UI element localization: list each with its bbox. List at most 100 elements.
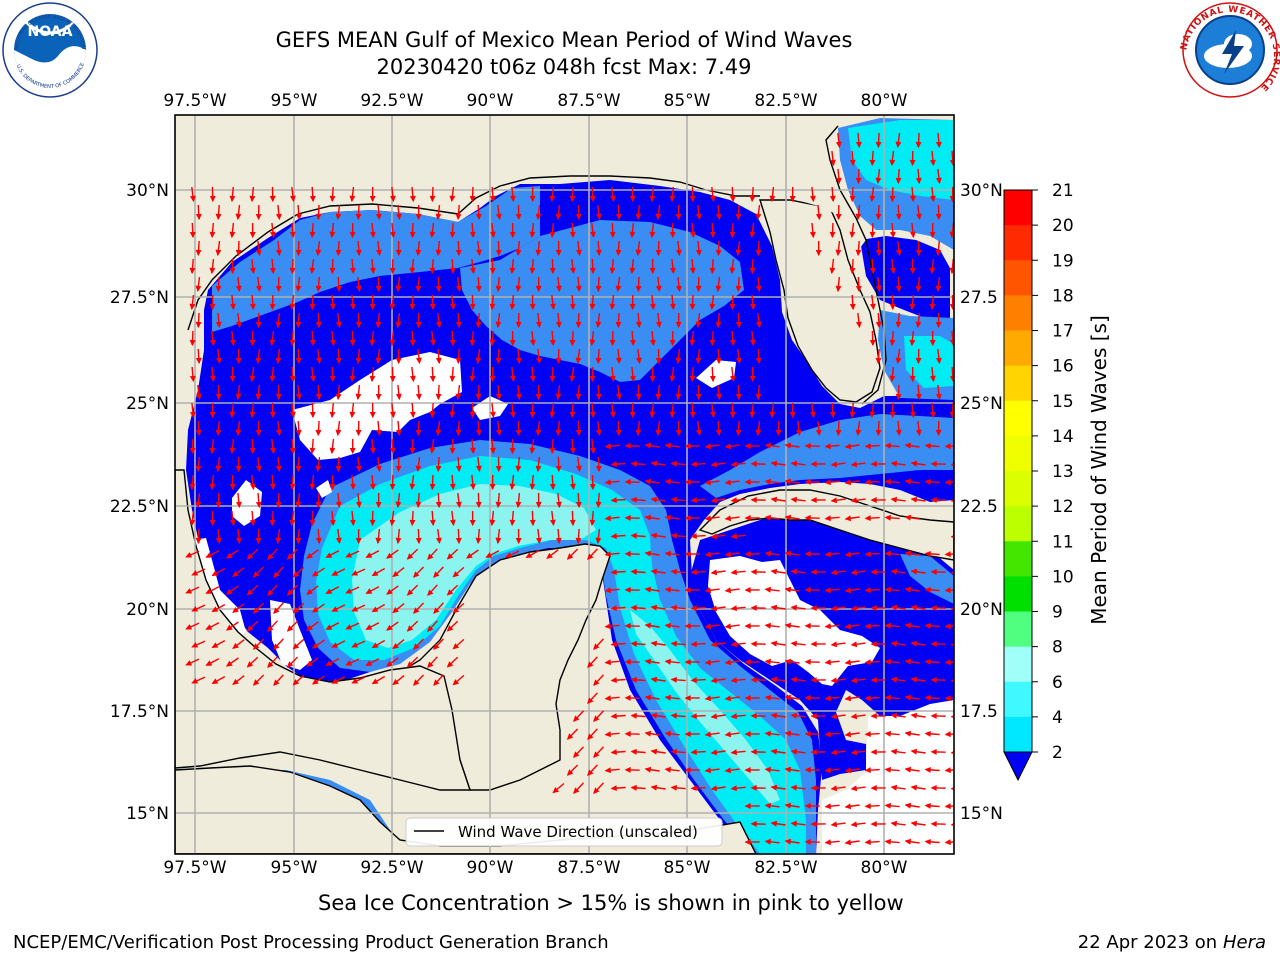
wind-wave-arrowhead [535,537,542,545]
wind-wave-arrowhead [924,730,931,737]
wind-wave-arrowhead [670,496,677,503]
wind-wave-arrowhead [455,321,462,329]
wind-wave-arrowhead [929,195,936,203]
wind-wave-arrowhead [804,550,811,557]
wind-wave-arrowhead [724,587,732,594]
wind-wave-arrowhead [375,502,382,509]
wind-wave-arrowhead [191,606,199,612]
wind-wave-arrowhead [435,213,442,221]
wind-wave-arrowhead [355,429,362,437]
wind-wave-arrowhead [309,195,316,203]
wind-wave-arrowhead [349,483,356,491]
wind-wave-arrowhead [569,375,576,383]
wind-wave-arrowhead [369,483,376,491]
wind-wave-arrowhead [855,321,862,329]
wind-wave-legend: Wind Wave Direction (unscaled) [405,817,723,847]
wind-wave-arrowhead [369,304,376,311]
wind-wave-arrowhead [249,519,256,527]
wind-wave-arrowhead [286,553,294,560]
wind-wave-arrowhead [635,285,642,293]
wind-wave-arrowhead [835,214,842,221]
wind-wave-arrowhead [924,442,931,449]
wind-wave-arrowhead [345,624,353,630]
wind-wave-arrowhead [429,519,436,527]
wind-wave-arrowhead [587,697,594,704]
wind-wave-arrows [185,132,954,846]
wind-wave-arrowhead [910,460,918,467]
wind-wave-arrowhead [675,285,682,293]
wind-wave-arrowhead [569,231,576,239]
wind-wave-arrowhead [890,784,898,791]
wind-wave-arrowhead [569,411,576,419]
wind-wave-arrowhead [889,303,896,311]
wind-wave-arrowhead [789,412,796,419]
wind-wave-arrowhead [315,249,322,257]
wind-wave-arrowhead [429,411,436,419]
wind-wave-arrowhead [329,339,336,347]
wind-wave-arrowhead [890,640,898,647]
wind-wave-arrowhead [815,429,822,437]
wind-wave-arrowhead [784,478,792,485]
wind-wave-arrowhead [910,640,918,647]
wind-wave-arrowhead [189,519,196,527]
wind-wave-arrowhead [884,838,891,845]
wind-wave-arrowhead [449,303,456,311]
wind-wave-arrowhead [429,303,436,311]
wind-wave-arrowhead [755,213,762,221]
wind-wave-arrowhead [555,465,562,473]
wind-wave-arrowhead [375,465,382,473]
wind-wave-arrowhead [569,483,576,491]
wind-wave-arrowhead [529,267,536,275]
wind-wave-arrowhead [433,571,440,578]
wind-wave-arrowhead [475,501,482,509]
lon-tick-label-bottom: 92.5°W [360,858,423,878]
map-frame [174,114,955,855]
wind-wave-arrowhead [764,730,771,737]
wind-wave-arrowhead [930,713,937,719]
wind-wave-arrowhead [273,679,280,686]
wind-wave-arrowhead [895,429,902,437]
wind-wave-arrowhead [427,589,434,597]
colorbar-segment [1004,716,1032,753]
wind-wave-arrowhead [915,429,922,437]
wind-wave-arrowhead [535,394,542,401]
wind-wave-arrowhead [406,553,414,560]
wind-wave-arrowhead [309,231,316,239]
wind-wave-arrowhead [555,250,562,257]
wind-wave-arrowhead [804,838,811,845]
wind-wave-arrowhead [395,250,402,257]
wind-wave-arrowhead [770,712,778,719]
wind-wave-arrowhead [329,267,336,275]
wind-wave-arrowhead [309,375,316,383]
wind-wave-arrowhead [292,643,300,650]
wind-wave-arrowhead [369,231,376,239]
wind-wave-arrowhead [489,484,496,491]
wind-wave-arrowhead [515,249,522,257]
wind-wave-arrowhead [930,497,937,503]
wind-wave-arrowhead [809,411,816,419]
wind-wave-arrowhead [455,213,462,221]
wind-wave-arrowhead [764,586,771,593]
wind-wave-arrowhead [830,641,838,648]
wind-wave-arrowhead [329,303,336,311]
wind-wave-arrowhead [189,339,196,347]
wind-wave-arrowhead [824,767,831,774]
wind-wave-arrowhead [735,321,742,329]
wind-wave-arrowhead [749,339,756,347]
wind-wave-arrowhead [389,231,396,239]
wind-wave-arrowhead [286,589,294,596]
wind-wave-arrowhead [189,267,196,275]
wind-wave-arrowhead [289,303,296,311]
wind-wave-arrowhead [406,625,414,632]
wind-wave-arrowhead [790,820,797,827]
wind-wave-arrowhead [295,285,302,293]
wind-wave-arrowhead [475,249,482,257]
wind-wave-arrowhead [604,767,611,774]
wind-wave-arrowhead [790,676,797,683]
wind-wave-arrowhead [549,195,556,203]
wind-wave-arrowhead [469,231,476,239]
wind-wave-arrowhead [710,749,718,756]
wind-wave-arrowhead [644,586,652,593]
noaa-logo-text: NOAA [28,24,73,40]
wind-wave-arrowhead [835,177,842,185]
